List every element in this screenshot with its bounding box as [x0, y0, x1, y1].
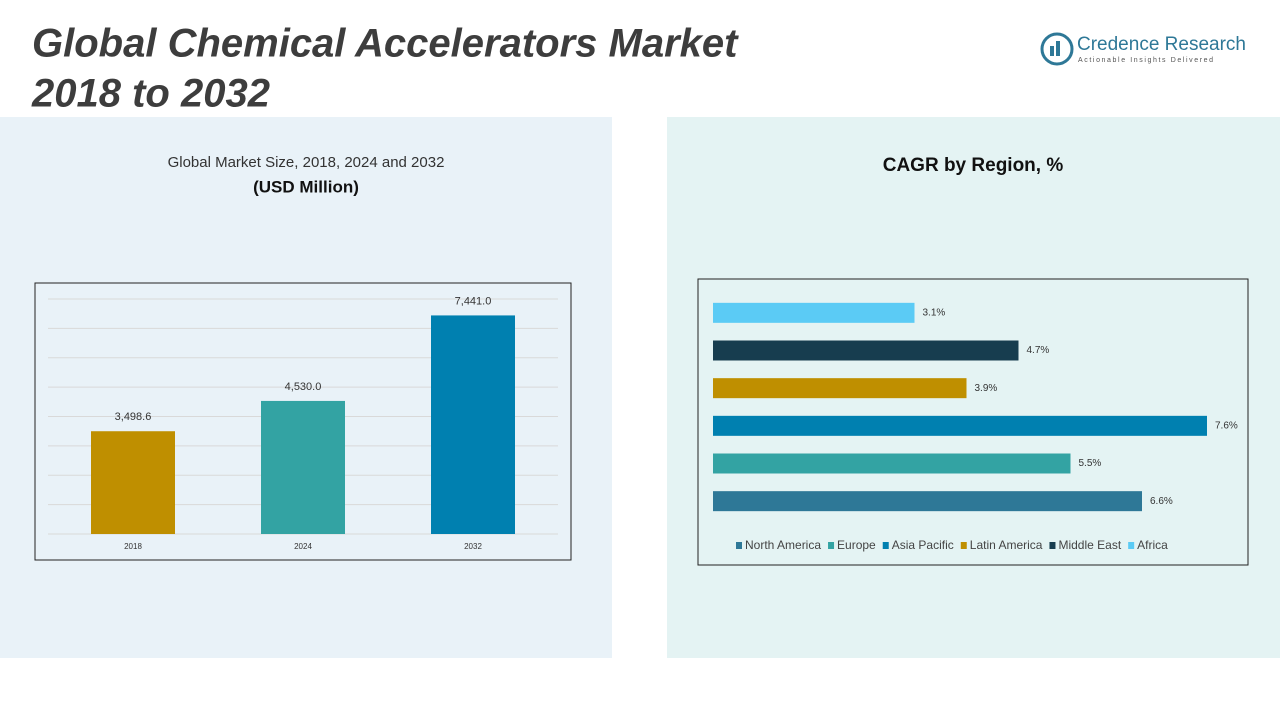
legend-marker [882, 542, 889, 549]
value-label: 3.1% [923, 307, 946, 318]
value-label: 3,498.6 [115, 411, 152, 423]
chart-frame [697, 278, 1249, 566]
bar [713, 302, 915, 323]
bar [431, 315, 515, 534]
logo-icon [1056, 41, 1060, 56]
bar [713, 491, 1142, 512]
bar [91, 431, 175, 534]
legend-marker [1049, 542, 1056, 549]
legend-marker [736, 542, 742, 549]
legend-label: Europe [837, 538, 876, 552]
page-title: Global Chemical Accelerators Market [32, 22, 739, 66]
legend-label: Middle East [1058, 538, 1121, 552]
x-tick-label: 2024 [294, 542, 312, 551]
value-label: 4,530.0 [285, 381, 322, 393]
logo-icon [1050, 46, 1054, 56]
x-tick-label: 2018 [124, 542, 142, 551]
chart-title: Global Market Size, 2018, 2024 and 2032 [168, 154, 445, 171]
value-label: 6.6% [1150, 496, 1173, 507]
chart-title: CAGR by Region, % [883, 155, 1064, 176]
value-label: 3.9% [975, 383, 998, 394]
bar [713, 378, 967, 399]
legend-label: Latin America [970, 538, 1043, 552]
logo: Credence Research Actionable Insights De… [1040, 32, 1246, 66]
legend-label: North America [745, 538, 821, 552]
logo-icon [1040, 32, 1074, 66]
chart-frame [34, 282, 572, 561]
bar [261, 400, 345, 534]
brand-name: Credence Research [1077, 34, 1246, 55]
value-label: 7.6% [1215, 420, 1238, 431]
value-label: 7,441.0 [455, 295, 492, 307]
legend-marker [960, 542, 967, 549]
page-title: 2018 to 2032 [31, 72, 270, 116]
bar [713, 340, 1019, 361]
bar [713, 415, 1207, 436]
brand-tagline: Actionable Insights Delivered [1078, 57, 1215, 64]
bar [713, 453, 1071, 474]
value-label: 4.7% [1027, 345, 1050, 356]
x-tick-label: 2032 [464, 542, 482, 551]
legend-marker [828, 542, 835, 549]
legend-label: Africa [1137, 538, 1168, 552]
legend-label: Asia Pacific [892, 538, 954, 552]
value-label: 5.5% [1079, 458, 1102, 469]
legend-marker [1128, 542, 1135, 549]
chart-subtitle: (USD Million) [253, 177, 359, 196]
